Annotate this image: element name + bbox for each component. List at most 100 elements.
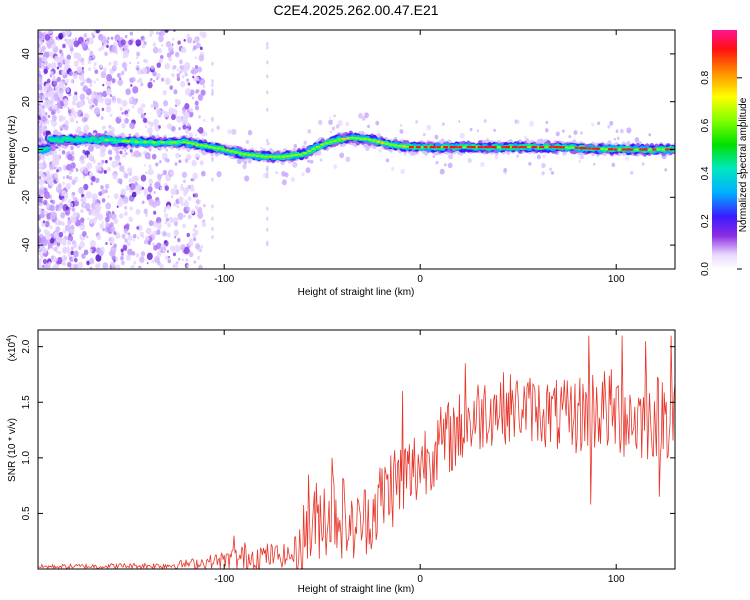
ridge-core [251,154,256,157]
noise-speckle [641,162,645,166]
noise-speckle [87,47,90,51]
noise-speckle [609,120,614,126]
noise-speckle [182,117,189,125]
noise-speckle [71,206,76,212]
noise-speckle [161,44,164,48]
noise-speckle [146,261,149,265]
ridge-core [350,136,355,139]
noise-speckle [200,89,206,96]
noise-speckle [177,40,181,45]
noise-speckle [275,171,278,175]
noise-speckle [196,81,200,85]
noise-speckle [121,152,127,158]
noise-speckle [194,229,199,236]
noise-speckle [133,260,137,265]
noise-speckle [201,221,207,228]
noise-speckle [82,205,85,209]
spectrogram-y-tick-label: -40 [21,237,32,252]
ridge-core [311,147,316,151]
noise-speckle [104,97,110,104]
noise-speckle [62,123,66,128]
colorbar-label: Normalized spectral amplitude [738,97,749,232]
noise-speckle [664,168,668,172]
ridge-peak [477,146,483,149]
noise-speckle [144,188,147,192]
noise-speckle [135,208,141,215]
ridge-core [104,138,109,142]
noise-speckle [127,248,133,256]
noise-speckle [242,163,247,170]
noise-speckle [367,124,370,129]
colorbar-tick-label: 0.2 [700,214,711,228]
noise-speckle [183,214,186,218]
noise-speckle [156,31,159,35]
colorbar-ticks: 0.0 0.2 0.4 0.6 0.8 [700,70,742,276]
noise-speckle [70,109,76,117]
noise-speckle [184,103,190,110]
ridge-core [397,144,403,148]
noise-speckle [72,263,79,269]
noise-speckle [648,133,652,137]
noise-speckle [73,40,80,48]
noise-streak [266,227,269,232]
noise-speckle [132,86,139,94]
ridge-peak [532,146,538,149]
noise-streak [211,79,214,84]
noise-speckle [141,67,148,74]
ridge-peak [429,146,435,149]
ridge-core [220,148,226,151]
noise-speckle [494,155,499,160]
noise-speckle [89,266,93,269]
noise-speckle [81,72,84,76]
noise-speckle [183,179,186,184]
noise-speckle [262,172,268,179]
noise-speckle [152,70,157,77]
ridge-peak [415,146,421,149]
noise-speckle [62,247,68,254]
ridge-core [320,143,325,146]
noise-speckle [123,201,126,205]
noise-speckle [38,162,44,170]
noise-speckle [105,105,112,113]
noise-speckle [422,132,426,137]
noise-speckle [59,116,64,123]
noise-speckle [439,168,445,175]
noise-speckle [74,266,77,269]
noise-speckle [148,220,154,227]
ridge-core [276,155,282,158]
noise-speckle [62,181,65,185]
noise-speckle [95,264,99,269]
noise-speckle [135,253,140,258]
noise-speckle [119,77,122,81]
noise-speckle [138,191,141,195]
noise-speckle [113,231,117,236]
noise-speckle [128,39,133,46]
noise-speckle [131,175,138,183]
noise-speckle [112,60,118,67]
noise-speckle [111,210,115,215]
ridge-core [147,141,152,144]
noise-speckle [49,73,53,78]
ridge-core [345,136,351,140]
noise-speckle [44,34,51,41]
ridge-core [164,141,170,144]
noise-speckle [290,176,296,183]
noise-speckle [38,111,42,116]
ridge-core [363,138,368,141]
noise-speckle [129,61,132,65]
noise-speckle [231,128,237,135]
noise-speckle [400,124,403,127]
noise-speckle [139,256,145,264]
noise-speckle [124,117,129,124]
noise-speckle [89,83,93,88]
noise-speckle [634,137,640,143]
noise-speckle [145,213,149,217]
ridge-peak [408,146,414,149]
noise-speckle [109,94,113,98]
noise-speckle [70,246,74,251]
noise-speckle [301,172,305,177]
noise-speckle [128,216,133,223]
ridge-core [285,154,290,158]
ridge-core [401,145,407,148]
